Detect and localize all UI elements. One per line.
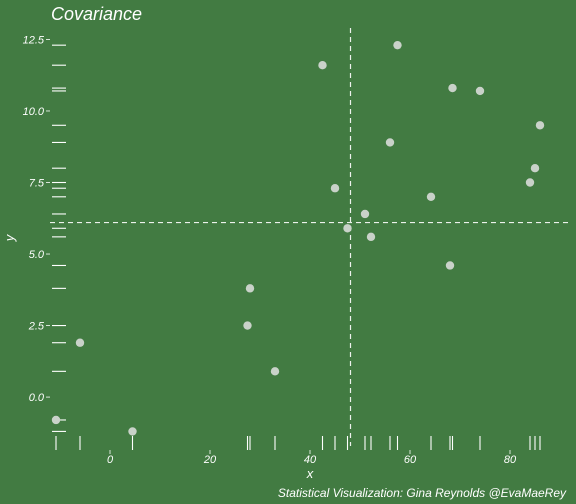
data-point-7	[330, 184, 340, 193]
y-rug	[52, 44, 66, 432]
y-tick-label-4: 10.0	[23, 106, 45, 118]
data-point-10	[366, 232, 376, 242]
data-point-9	[360, 209, 370, 219]
y-tick-label-1: 2.5	[28, 321, 45, 333]
x-tick-label-1: 20	[203, 454, 217, 466]
data-point-18	[530, 163, 540, 173]
data-point-19	[535, 121, 545, 130]
x-axis-ticks: 0 20 40 60 80	[107, 450, 517, 466]
chart-title: Covariance	[51, 4, 142, 24]
y-tick-label-3: 7.5	[29, 178, 45, 190]
data-point-13	[426, 192, 436, 202]
x-tick-label-3: 60	[404, 454, 417, 466]
data-point-4	[245, 284, 255, 293]
scatter-points	[51, 40, 545, 436]
data-point-12	[393, 40, 402, 50]
x-tick-label-4: 80	[504, 454, 517, 466]
chart-caption: Statistical Visualization: Gina Reynolds…	[278, 486, 567, 500]
data-point-8	[343, 224, 352, 233]
y-axis-ticks: 0.0 2.5 5.0 7.5 10.0 12.5	[23, 34, 50, 404]
data-point-11	[385, 138, 395, 147]
data-point-3	[243, 321, 252, 330]
data-point-15	[448, 83, 457, 93]
y-tick-label-2: 5.0	[29, 249, 45, 261]
data-point-16	[475, 86, 485, 96]
data-point-0	[51, 415, 61, 425]
x-rug	[55, 436, 541, 450]
data-point-17	[525, 178, 535, 187]
data-point-14	[445, 261, 455, 270]
data-point-1	[75, 338, 85, 347]
x-tick-label-2: 40	[304, 454, 317, 466]
x-axis-label: x	[306, 466, 314, 481]
y-tick-label-5: 12.5	[23, 34, 45, 46]
x-tick-label-0: 0	[107, 454, 114, 466]
data-point-5	[270, 367, 280, 376]
y-axis-label: y	[2, 233, 17, 242]
y-tick-label-0: 0.0	[29, 392, 45, 404]
data-point-6	[318, 60, 327, 70]
data-point-2	[128, 427, 137, 436]
